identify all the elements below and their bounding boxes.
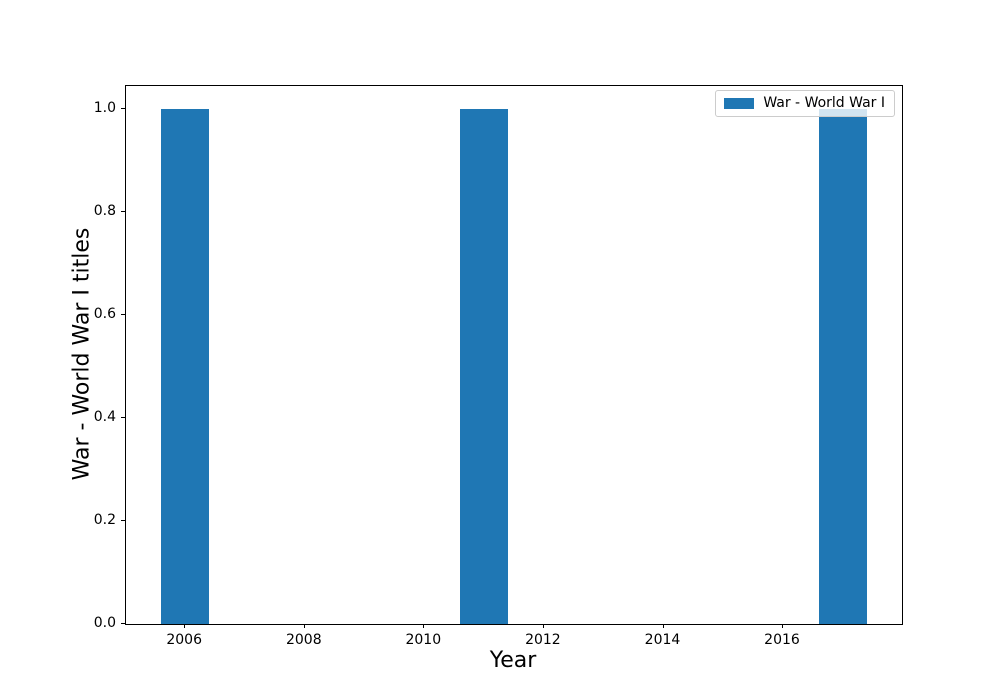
- x-tick-mark: [542, 624, 544, 628]
- y-tick-mark: [121, 417, 125, 419]
- y-tick-label: 0.2: [93, 512, 116, 528]
- x-tick-mark: [303, 624, 305, 628]
- x-tick-label: 2010: [405, 632, 442, 648]
- bar-2011: [460, 109, 508, 624]
- x-axis-label: Year: [489, 648, 537, 673]
- y-tick-mark: [121, 314, 125, 316]
- y-tick-label: 0.6: [93, 306, 116, 323]
- legend-swatch: [724, 98, 755, 109]
- x-tick-mark: [184, 624, 186, 628]
- y-tick-label: 0.0: [93, 615, 116, 631]
- y-tick-mark: [121, 623, 125, 624]
- plot-area: War - World War I: [125, 85, 903, 625]
- y-tick-label: 0.8: [93, 203, 116, 220]
- x-tick-label: 2008: [285, 632, 322, 648]
- x-tick-mark: [782, 624, 783, 628]
- legend-label: War - World War I: [763, 95, 885, 111]
- y-tick-mark: [121, 211, 125, 213]
- y-axis-label: War - World War I titles: [69, 227, 95, 481]
- x-tick-label: 2014: [644, 632, 681, 648]
- bar-2017: [818, 109, 867, 624]
- y-tick-label: 0.4: [93, 409, 116, 426]
- x-tick-label: 2006: [166, 632, 203, 648]
- y-tick-mark: [121, 108, 125, 110]
- x-tick-label: 2016: [764, 632, 800, 648]
- x-tick-mark: [662, 624, 664, 628]
- bar-2006: [161, 109, 210, 624]
- y-tick-label: 1.0: [93, 100, 116, 117]
- x-tick-mark: [423, 624, 425, 628]
- y-tick-mark: [121, 520, 125, 521]
- legend: War - World War I: [715, 90, 895, 117]
- x-tick-label: 2012: [525, 632, 561, 648]
